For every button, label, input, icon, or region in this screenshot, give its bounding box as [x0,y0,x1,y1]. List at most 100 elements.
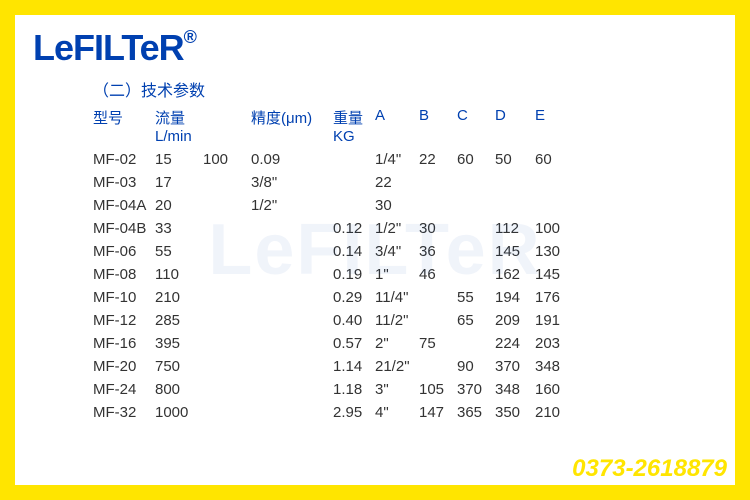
table-cell [251,312,333,329]
table-cell [495,197,535,214]
table-cell: 0.29 [333,289,375,306]
table-cell: 100 [535,220,571,237]
table-cell: 147 [419,404,457,421]
table-cell: 191 [535,312,571,329]
table-cell [495,174,535,191]
table-cell: 30 [419,220,457,237]
table-cell: MF-32 [93,404,155,421]
table-cell [457,266,495,283]
table-cell: 3/4" [375,243,419,260]
table-cell: 285 [155,312,203,329]
table-cell: 105 [419,381,457,398]
table-header: 型号 [93,107,155,145]
logo-text: LeFILTeR [33,27,184,68]
table-cell [203,289,251,306]
table-cell: 0.40 [333,312,375,329]
table-cell: MF-12 [93,312,155,329]
table-cell: 1" [375,266,419,283]
table-cell: 112 [495,220,535,237]
table-cell: 50 [495,151,535,168]
table-cell: MF-06 [93,243,155,260]
table-cell: 90 [457,358,495,375]
registered-icon: ® [184,27,196,47]
table-cell [203,335,251,352]
table-cell [419,312,457,329]
table-cell: 60 [535,151,571,168]
table-cell [457,220,495,237]
table-cell [203,174,251,191]
table-cell [203,220,251,237]
table-cell: 100 [203,151,251,168]
table-header: 重量 KG [333,107,375,145]
table-header: B [419,107,457,145]
table-cell: 160 [535,381,571,398]
table-cell: 36 [419,243,457,260]
table-cell: 60 [457,151,495,168]
table-cell: 55 [457,289,495,306]
section-title: （二）技术参数 [93,77,717,101]
table-cell [251,266,333,283]
table-header [203,107,251,145]
table-cell: MF-04B [93,220,155,237]
table-header: 流量 L/min [155,107,203,145]
table-cell: 3/8" [251,174,333,191]
table-cell: 395 [155,335,203,352]
table-header: A [375,107,419,145]
table-cell: 15 [155,151,203,168]
table-cell: 22 [375,174,419,191]
table-cell: MF-24 [93,381,155,398]
table-cell: 11/4" [375,289,419,306]
phone-number: 0373-2618879 [566,455,733,483]
table-cell [203,358,251,375]
table-cell: 1.14 [333,358,375,375]
table-cell: 370 [495,358,535,375]
table-cell: 203 [535,335,571,352]
table-cell: 750 [155,358,203,375]
table-cell: MF-02 [93,151,155,168]
table-cell: 0.12 [333,220,375,237]
table-cell [203,243,251,260]
table-cell: MF-03 [93,174,155,191]
table-header: E [535,107,571,145]
table-cell: 209 [495,312,535,329]
table-cell: 0.09 [251,151,333,168]
table-cell: 1/4" [375,151,419,168]
table-cell: 1.18 [333,381,375,398]
table-cell: 46 [419,266,457,283]
table-cell: 1000 [155,404,203,421]
table-cell [457,197,495,214]
table-cell [457,174,495,191]
table-cell: 20 [155,197,203,214]
table-cell: 176 [535,289,571,306]
table-cell [251,335,333,352]
spec-table: 型号流量 L/min精度(μm)重量 KGABCDEMF-02151000.09… [93,107,717,421]
table-cell: 17 [155,174,203,191]
table-cell [419,197,457,214]
table-cell: 145 [535,266,571,283]
table-cell: MF-10 [93,289,155,306]
table-cell: 210 [155,289,203,306]
table-cell [333,174,375,191]
table-cell [203,312,251,329]
table-cell: 2.95 [333,404,375,421]
content-panel: LeFILTeR LeFILTeR® （二）技术参数 型号流量 L/min精度(… [15,15,735,485]
table-cell [251,220,333,237]
table-cell [203,197,251,214]
table-cell: 210 [535,404,571,421]
table-cell: 55 [155,243,203,260]
table-cell [203,404,251,421]
table-cell: 4" [375,404,419,421]
table-cell: 370 [457,381,495,398]
table-cell [457,243,495,260]
table-header: D [495,107,535,145]
table-cell: 65 [457,312,495,329]
table-cell [535,174,571,191]
table-cell: 365 [457,404,495,421]
table-cell [333,197,375,214]
table-header: 精度(μm) [251,107,333,145]
table-cell [419,358,457,375]
table-cell: 2" [375,335,419,352]
table-cell: 0.57 [333,335,375,352]
table-cell: 0.14 [333,243,375,260]
table-cell: 110 [155,266,203,283]
